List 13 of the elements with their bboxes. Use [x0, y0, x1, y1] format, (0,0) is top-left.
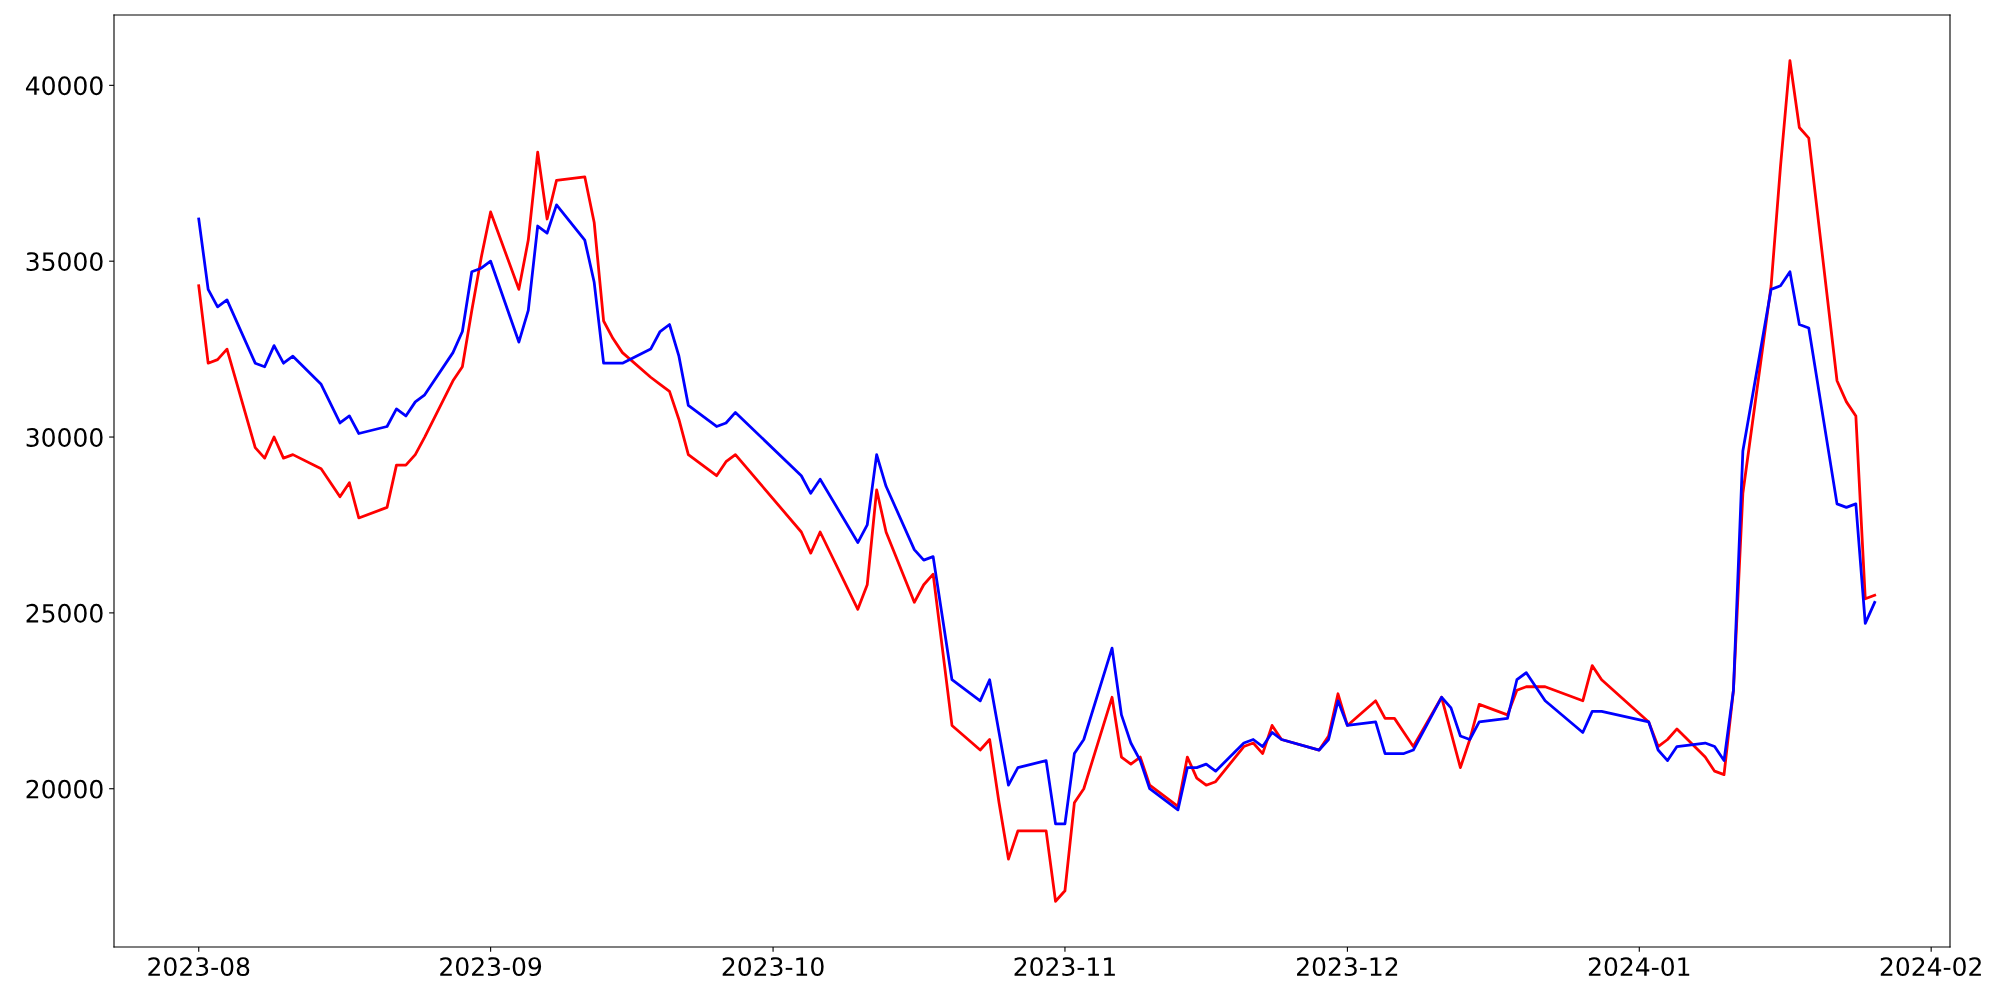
x-tick-label: 2023-10 — [722, 957, 824, 977]
y-tick-label: 20000 — [26, 779, 103, 799]
x-tick-label: 2024-01 — [1588, 957, 1690, 977]
x-tick-label: 2023-12 — [1297, 957, 1398, 977]
y-tick-label: 30000 — [26, 427, 103, 447]
x-tick-label: 2024-02 — [1880, 957, 1981, 977]
line-series — [197, 203, 1877, 826]
x-tick-label: 2023-09 — [440, 957, 542, 977]
x-tick-label: 2023-11 — [1014, 957, 1115, 977]
y-tick-label: 35000 — [26, 252, 103, 272]
y-tick-label: 40000 — [25, 76, 103, 96]
y-tick-label: 25000 — [26, 603, 103, 623]
x-tick-label: 2023-08 — [148, 957, 250, 977]
